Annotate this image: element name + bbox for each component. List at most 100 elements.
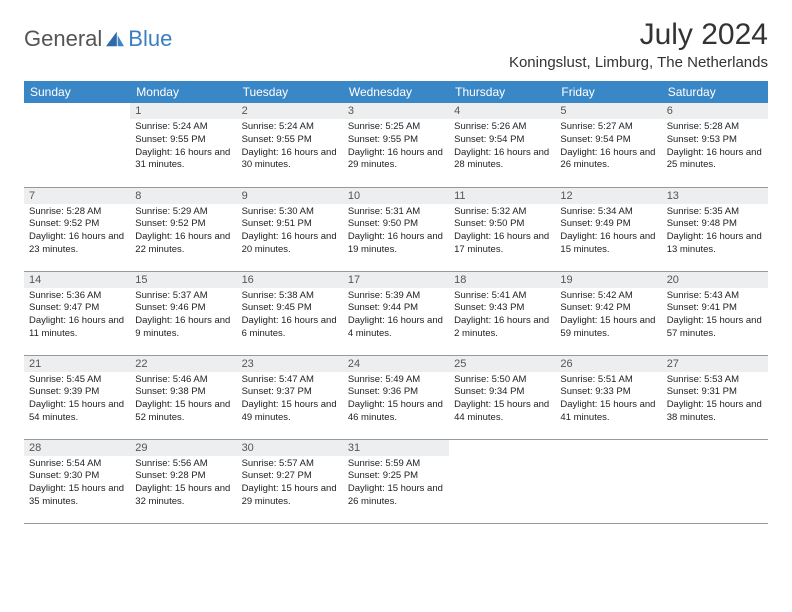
day-details: Sunrise: 5:50 AMSunset: 9:34 PMDaylight:…	[449, 372, 555, 429]
logo-text-general: General	[24, 26, 102, 52]
day-number: 31	[343, 440, 449, 456]
calendar-cell: 17Sunrise: 5:39 AMSunset: 9:44 PMDayligh…	[343, 271, 449, 355]
day-number: 20	[662, 272, 768, 288]
day-details: Sunrise: 5:42 AMSunset: 9:42 PMDaylight:…	[555, 288, 661, 345]
day-details: Sunrise: 5:30 AMSunset: 9:51 PMDaylight:…	[237, 204, 343, 261]
day-details: Sunrise: 5:28 AMSunset: 9:53 PMDaylight:…	[662, 119, 768, 176]
calendar-cell: 5Sunrise: 5:27 AMSunset: 9:54 PMDaylight…	[555, 103, 661, 187]
day-number: 4	[449, 103, 555, 119]
month-title: July 2024	[509, 18, 768, 52]
calendar-cell: 14Sunrise: 5:36 AMSunset: 9:47 PMDayligh…	[24, 271, 130, 355]
day-details: Sunrise: 5:46 AMSunset: 9:38 PMDaylight:…	[130, 372, 236, 429]
weekday-header: Tuesday	[237, 81, 343, 103]
day-number: 5	[555, 103, 661, 119]
calendar-cell: 6Sunrise: 5:28 AMSunset: 9:53 PMDaylight…	[662, 103, 768, 187]
calendar-cell: 26Sunrise: 5:51 AMSunset: 9:33 PMDayligh…	[555, 355, 661, 439]
day-number: 29	[130, 440, 236, 456]
calendar-cell: 23Sunrise: 5:47 AMSunset: 9:37 PMDayligh…	[237, 355, 343, 439]
day-details: Sunrise: 5:59 AMSunset: 9:25 PMDaylight:…	[343, 456, 449, 513]
logo-sail-icon	[104, 30, 126, 48]
calendar-cell: 18Sunrise: 5:41 AMSunset: 9:43 PMDayligh…	[449, 271, 555, 355]
weekday-header: Sunday	[24, 81, 130, 103]
day-number: 6	[662, 103, 768, 119]
calendar-cell: 27Sunrise: 5:53 AMSunset: 9:31 PMDayligh…	[662, 355, 768, 439]
day-number: 21	[24, 356, 130, 372]
day-number: 8	[130, 188, 236, 204]
day-number: 14	[24, 272, 130, 288]
weekday-header: Thursday	[449, 81, 555, 103]
day-details: Sunrise: 5:31 AMSunset: 9:50 PMDaylight:…	[343, 204, 449, 261]
calendar-cell: 24Sunrise: 5:49 AMSunset: 9:36 PMDayligh…	[343, 355, 449, 439]
day-number: 11	[449, 188, 555, 204]
day-details: Sunrise: 5:51 AMSunset: 9:33 PMDaylight:…	[555, 372, 661, 429]
day-number: 24	[343, 356, 449, 372]
day-details: Sunrise: 5:47 AMSunset: 9:37 PMDaylight:…	[237, 372, 343, 429]
calendar-cell: 7Sunrise: 5:28 AMSunset: 9:52 PMDaylight…	[24, 187, 130, 271]
day-details: Sunrise: 5:24 AMSunset: 9:55 PMDaylight:…	[237, 119, 343, 176]
header: General Blue July 2024 Koningslust, Limb…	[24, 18, 768, 71]
calendar-cell: 31Sunrise: 5:59 AMSunset: 9:25 PMDayligh…	[343, 439, 449, 523]
weekday-header: Monday	[130, 81, 236, 103]
day-details: Sunrise: 5:35 AMSunset: 9:48 PMDaylight:…	[662, 204, 768, 261]
day-details: Sunrise: 5:37 AMSunset: 9:46 PMDaylight:…	[130, 288, 236, 345]
calendar-cell: 20Sunrise: 5:43 AMSunset: 9:41 PMDayligh…	[662, 271, 768, 355]
day-details: Sunrise: 5:24 AMSunset: 9:55 PMDaylight:…	[130, 119, 236, 176]
day-details: Sunrise: 5:34 AMSunset: 9:49 PMDaylight:…	[555, 204, 661, 261]
day-details: Sunrise: 5:45 AMSunset: 9:39 PMDaylight:…	[24, 372, 130, 429]
day-details: Sunrise: 5:26 AMSunset: 9:54 PMDaylight:…	[449, 119, 555, 176]
day-details: Sunrise: 5:28 AMSunset: 9:52 PMDaylight:…	[24, 204, 130, 261]
calendar-cell: 11Sunrise: 5:32 AMSunset: 9:50 PMDayligh…	[449, 187, 555, 271]
day-number: 3	[343, 103, 449, 119]
weekday-header: Friday	[555, 81, 661, 103]
weekday-header: Wednesday	[343, 81, 449, 103]
day-number: 9	[237, 188, 343, 204]
day-number: 15	[130, 272, 236, 288]
day-number: 26	[555, 356, 661, 372]
calendar-cell: 28Sunrise: 5:54 AMSunset: 9:30 PMDayligh…	[24, 439, 130, 523]
calendar-table: SundayMondayTuesdayWednesdayThursdayFrid…	[24, 81, 768, 524]
day-number: 16	[237, 272, 343, 288]
day-details: Sunrise: 5:56 AMSunset: 9:28 PMDaylight:…	[130, 456, 236, 513]
day-details: Sunrise: 5:49 AMSunset: 9:36 PMDaylight:…	[343, 372, 449, 429]
calendar-cell	[662, 439, 768, 523]
calendar-week-row: 21Sunrise: 5:45 AMSunset: 9:39 PMDayligh…	[24, 355, 768, 439]
day-number: 27	[662, 356, 768, 372]
calendar-cell: 13Sunrise: 5:35 AMSunset: 9:48 PMDayligh…	[662, 187, 768, 271]
calendar-cell: 1Sunrise: 5:24 AMSunset: 9:55 PMDaylight…	[130, 103, 236, 187]
calendar-week-row: 14Sunrise: 5:36 AMSunset: 9:47 PMDayligh…	[24, 271, 768, 355]
calendar-cell: 25Sunrise: 5:50 AMSunset: 9:34 PMDayligh…	[449, 355, 555, 439]
calendar-cell	[555, 439, 661, 523]
day-number: 22	[130, 356, 236, 372]
day-number: 12	[555, 188, 661, 204]
day-number: 13	[662, 188, 768, 204]
calendar-cell: 9Sunrise: 5:30 AMSunset: 9:51 PMDaylight…	[237, 187, 343, 271]
day-details: Sunrise: 5:25 AMSunset: 9:55 PMDaylight:…	[343, 119, 449, 176]
calendar-cell: 10Sunrise: 5:31 AMSunset: 9:50 PMDayligh…	[343, 187, 449, 271]
day-number: 7	[24, 188, 130, 204]
day-details: Sunrise: 5:41 AMSunset: 9:43 PMDaylight:…	[449, 288, 555, 345]
calendar-week-row: 7Sunrise: 5:28 AMSunset: 9:52 PMDaylight…	[24, 187, 768, 271]
calendar-cell: 30Sunrise: 5:57 AMSunset: 9:27 PMDayligh…	[237, 439, 343, 523]
day-number: 2	[237, 103, 343, 119]
calendar-cell	[449, 439, 555, 523]
calendar-body: 1Sunrise: 5:24 AMSunset: 9:55 PMDaylight…	[24, 103, 768, 523]
calendar-cell: 15Sunrise: 5:37 AMSunset: 9:46 PMDayligh…	[130, 271, 236, 355]
calendar-cell: 16Sunrise: 5:38 AMSunset: 9:45 PMDayligh…	[237, 271, 343, 355]
calendar-cell: 8Sunrise: 5:29 AMSunset: 9:52 PMDaylight…	[130, 187, 236, 271]
day-number: 10	[343, 188, 449, 204]
calendar-head: SundayMondayTuesdayWednesdayThursdayFrid…	[24, 81, 768, 103]
calendar-cell	[24, 103, 130, 187]
day-details: Sunrise: 5:53 AMSunset: 9:31 PMDaylight:…	[662, 372, 768, 429]
logo: General Blue	[24, 18, 172, 52]
day-details: Sunrise: 5:39 AMSunset: 9:44 PMDaylight:…	[343, 288, 449, 345]
calendar-cell: 2Sunrise: 5:24 AMSunset: 9:55 PMDaylight…	[237, 103, 343, 187]
day-number: 30	[237, 440, 343, 456]
calendar-cell: 29Sunrise: 5:56 AMSunset: 9:28 PMDayligh…	[130, 439, 236, 523]
day-number: 1	[130, 103, 236, 119]
calendar-cell: 22Sunrise: 5:46 AMSunset: 9:38 PMDayligh…	[130, 355, 236, 439]
day-number: 18	[449, 272, 555, 288]
day-details: Sunrise: 5:43 AMSunset: 9:41 PMDaylight:…	[662, 288, 768, 345]
day-details: Sunrise: 5:57 AMSunset: 9:27 PMDaylight:…	[237, 456, 343, 513]
calendar-week-row: 28Sunrise: 5:54 AMSunset: 9:30 PMDayligh…	[24, 439, 768, 523]
day-details: Sunrise: 5:27 AMSunset: 9:54 PMDaylight:…	[555, 119, 661, 176]
